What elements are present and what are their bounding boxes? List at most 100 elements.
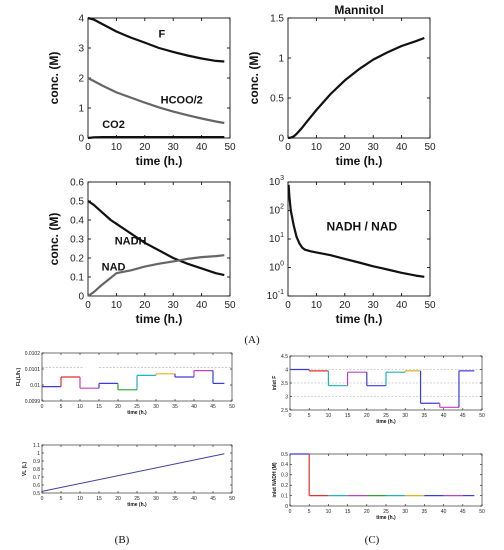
y-tick-label: 0.5	[33, 491, 40, 497]
x-tick-label: 50	[479, 413, 485, 419]
x-tick-label: 20	[139, 300, 151, 311]
x-tick-label: 5	[60, 496, 63, 502]
x-tick-label: 45	[210, 404, 216, 410]
y-tick-label: 102	[269, 204, 284, 217]
y-tick-label: 100	[269, 261, 284, 274]
x-tick-label: 40	[441, 509, 447, 515]
chart-a2: 0 10 20 30 40 50 0 0.5 1 1.5 time (h.) conc. (M) Man…	[247, 3, 436, 168]
x-tick-label: 50	[224, 142, 236, 153]
x-tick-label: 0	[85, 142, 91, 153]
panel-label-c: (C)	[365, 534, 380, 546]
y-tick-label: 0	[278, 134, 284, 145]
x-tick-label: 20	[364, 413, 370, 419]
chart-a3: 0 10 20 30 40 50 0 0.1 0.2 0.3 0.4 0.5 0.6 time (h.) c…	[47, 178, 236, 327]
x-tick-label: 30	[402, 413, 408, 419]
series-line-nadh	[87, 200, 225, 277]
x-axis-label: time (h.)	[376, 515, 396, 521]
y-tick-label: 2	[78, 74, 84, 85]
axes-frame	[289, 453, 483, 507]
y-tick-label: 4	[285, 367, 288, 373]
x-tick-label: 40	[191, 496, 197, 502]
y-tick-label: 0.0099	[25, 399, 41, 405]
y-axis-label: conc. (M)	[247, 52, 261, 105]
x-tick-label: 35	[172, 404, 178, 410]
x-tick-label: 40	[191, 404, 197, 410]
y-tick-label: 0	[78, 292, 84, 303]
x-axis-label: time (h.)	[336, 154, 383, 168]
x-tick-label: 40	[396, 142, 408, 153]
x-tick-label: 50	[424, 300, 436, 311]
x-tick-label: 40	[196, 300, 208, 311]
chart-a1: 0 10 20 30 40 50 0 1 2 3 4 time (h.) conc. (M) F HCOO/…	[47, 14, 236, 169]
x-tick-label: 50	[224, 300, 236, 311]
x-tick-label: 15	[345, 509, 351, 515]
series-label: HCOO/2	[161, 95, 203, 107]
x-tick-label: 15	[96, 404, 102, 410]
axes-frame	[287, 17, 431, 139]
x-tick-label: 50	[229, 496, 235, 502]
x-tick-label: 25	[134, 404, 140, 410]
y-tick-label: 0.2	[70, 254, 84, 265]
y-tick-label: 0.4	[70, 216, 84, 227]
x-tick-label: 20	[115, 496, 121, 502]
y-tick-label: 0.9	[33, 459, 40, 465]
y-tick-label: 1	[78, 104, 84, 115]
y-tick-label: 3	[78, 44, 84, 55]
y-tick-label: 0	[78, 134, 84, 145]
y-tick-label: 0.3	[70, 235, 84, 246]
x-tick-label: 5	[308, 509, 311, 515]
x-tick-label: 10	[326, 509, 332, 515]
y-tick-label: 3.5	[281, 381, 288, 387]
x-tick-label: 35	[172, 496, 178, 502]
y-tick-label: 0.2	[281, 483, 288, 489]
y-tick-label: 0	[285, 504, 288, 510]
y-tick-label: 1.5	[270, 14, 284, 25]
x-axis-label: time (h.)	[127, 502, 147, 508]
x-tick-label: 0	[285, 300, 291, 311]
x-tick-label: 45	[460, 413, 466, 419]
x-tick-label: 10	[111, 142, 123, 153]
y-tick-label: 0.6	[33, 483, 40, 489]
x-tick-label: 30	[368, 300, 380, 311]
y-axis-label: conc. (M)	[47, 213, 61, 266]
series-line-f	[87, 16, 225, 63]
axes-frame	[287, 181, 431, 297]
chart-title: NADH / NAD	[327, 219, 398, 233]
x-tick-label: 10	[111, 300, 123, 311]
chart-b1: 0 5 10 15 20 25 30 35 40 45 50 0.0099 0.01 0.0101 0.01…	[16, 351, 235, 416]
chart-a4: 0 10 20 30 40 50 10-1 100 101 102 103 time (h.) NADH…	[267, 175, 436, 326]
x-tick-label: 25	[383, 509, 389, 515]
y-tick-label: 0.6	[70, 178, 84, 189]
x-tick-label: 50	[424, 142, 436, 153]
x-tick-label: 0	[285, 142, 291, 153]
chart-b2: 0 5 10 15 20 25 30 35 40 45 50 0.5 0.6 0.7 0.8 0.9 1 1.1 t…	[22, 443, 235, 508]
x-tick-label: 35	[422, 509, 428, 515]
x-tick-label: 30	[153, 496, 159, 502]
x-tick-label: 40	[196, 142, 208, 153]
series-line-nad	[87, 254, 225, 297]
series-line	[287, 184, 425, 278]
x-tick-label: 25	[383, 413, 389, 419]
x-axis-label: time (h.)	[136, 154, 183, 168]
x-tick-label: 25	[134, 496, 140, 502]
y-tick-label: 1	[37, 451, 40, 457]
x-tick-label: 30	[402, 509, 408, 515]
y-tick-label: 2.5	[281, 408, 288, 414]
y-tick-label: 103	[269, 175, 284, 188]
y-tick-label: 10-1	[267, 289, 284, 302]
chart-c1: 0 5 10 15 20 25 30 35 40 45 50 2.5 3 3.5 4 4.5 time (h.)…	[272, 354, 485, 425]
x-tick-label: 35	[422, 413, 428, 419]
x-tick-label: 5	[308, 413, 311, 419]
y-tick-label: 0.7	[33, 475, 40, 481]
x-tick-label: 0	[289, 509, 292, 515]
x-tick-label: 10	[77, 404, 83, 410]
x-tick-label: 0	[85, 300, 91, 311]
y-tick-label: 0.5	[270, 94, 284, 105]
y-axis-label: inlet NADH (M)	[272, 462, 278, 497]
series-line-co2	[87, 136, 225, 140]
y-tick-label: 4	[78, 14, 84, 25]
y-axis-label: FL(L/h.)	[16, 368, 22, 387]
panel-label-a: (A)	[244, 334, 260, 346]
series-label: NAD	[102, 261, 126, 273]
x-tick-label: 5	[60, 404, 63, 410]
